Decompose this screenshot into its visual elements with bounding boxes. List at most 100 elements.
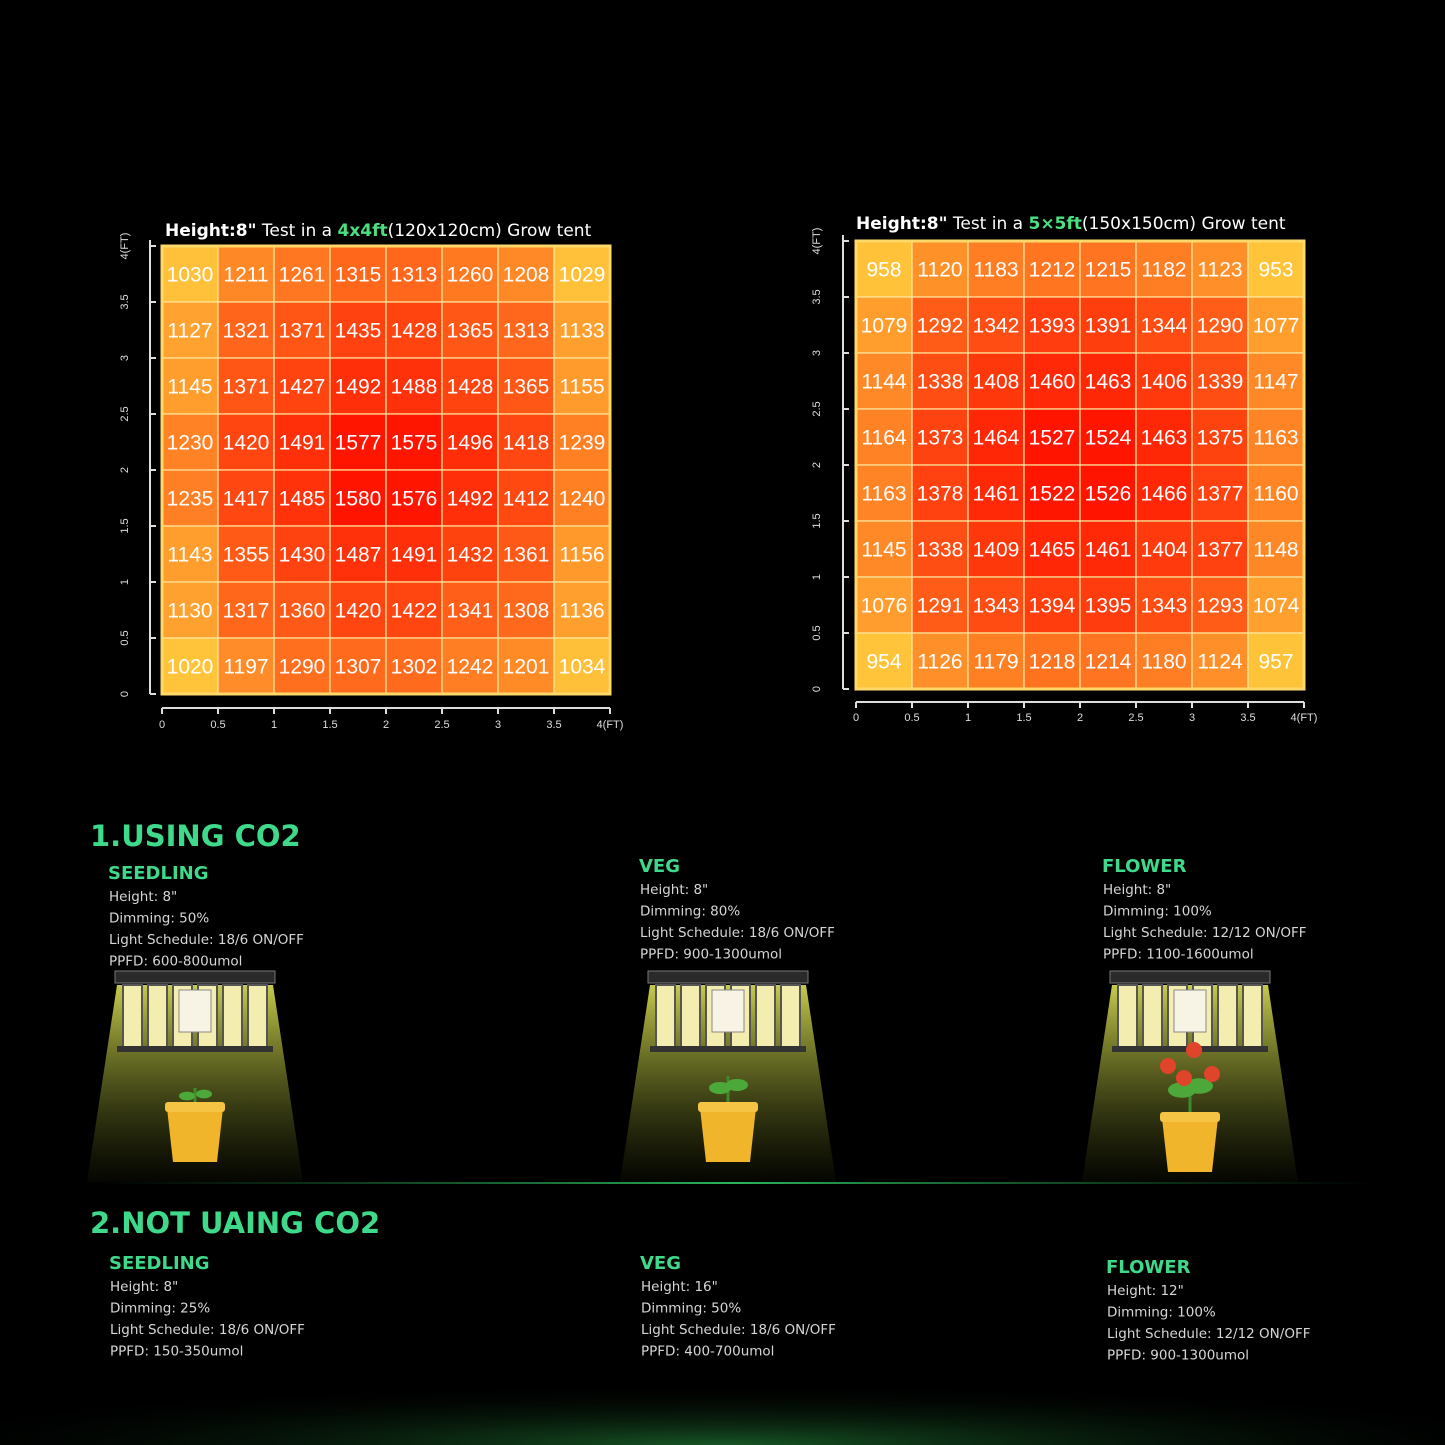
stage-detail: Dimming: 100% — [1107, 1305, 1216, 1321]
heat-cell — [161, 581, 219, 639]
y-tick-label: 1 — [119, 579, 131, 585]
heat-cell — [1023, 352, 1081, 410]
cell-value: 1409 — [973, 539, 1020, 562]
leaf — [726, 1078, 748, 1092]
heat-cell — [967, 408, 1025, 466]
lamp-bar — [755, 984, 776, 1052]
title-part: 5×5ft — [1028, 214, 1081, 234]
cell-value: 1148 — [1253, 539, 1298, 562]
y-tick-label: 0.5 — [811, 625, 823, 640]
cell-value: 1430 — [279, 544, 326, 567]
cell-value: 1034 — [559, 656, 606, 679]
x-tick-label: 4(FT) — [1291, 712, 1318, 724]
heat-cell — [967, 632, 1025, 690]
heatmap-title: Height:8" Test in a 4x4ft(120x120cm) Gro… — [165, 221, 592, 241]
cell-value: 1145 — [167, 376, 212, 399]
cell-value: 1136 — [559, 600, 604, 623]
cell-value: 1163 — [1253, 427, 1298, 450]
heat-cell — [217, 525, 275, 583]
cell-value: 1491 — [391, 544, 438, 567]
cell-value: 1365 — [447, 320, 494, 343]
heat-cell — [441, 469, 499, 527]
heat-cell — [553, 469, 611, 527]
leaf — [709, 1081, 731, 1095]
lamp-bar — [655, 984, 676, 1052]
cell-value: 1491 — [279, 432, 326, 455]
cell-value: 953 — [1258, 259, 1293, 282]
stage-name: VEG — [639, 856, 680, 877]
cell-value: 1373 — [917, 427, 964, 450]
heat-cell — [1023, 576, 1081, 634]
cell-value: 1290 — [279, 656, 326, 679]
heat-cell — [217, 581, 275, 639]
heat-cell — [217, 357, 275, 415]
pot — [700, 1108, 756, 1162]
cell-value: 1127 — [167, 320, 212, 343]
stage-name: SEEDLING — [109, 1253, 210, 1274]
heat-cell — [1023, 240, 1081, 298]
heat-cell — [273, 301, 331, 359]
heat-cell — [855, 464, 913, 522]
cell-value: 1344 — [1141, 315, 1188, 338]
heat-cell — [1135, 464, 1193, 522]
lamp-bar — [780, 984, 801, 1052]
cell-value: 1308 — [503, 600, 550, 623]
cell-value: 1126 — [917, 651, 962, 674]
heat-cell — [967, 240, 1025, 298]
heat-cell — [967, 520, 1025, 578]
pot-rim — [698, 1102, 758, 1112]
heat-cell — [1079, 296, 1137, 354]
x-tick-label: 3 — [495, 719, 501, 731]
cell-value: 1338 — [917, 539, 964, 562]
lamp-bar — [680, 984, 701, 1052]
x-tick-label: 0 — [159, 719, 165, 731]
cell-value: 1420 — [223, 432, 270, 455]
heat-cell — [553, 357, 611, 415]
pot-rim — [165, 1102, 225, 1112]
heat-cell — [855, 632, 913, 690]
lamp-rail — [650, 1046, 806, 1052]
stage-detail: Dimming: 25% — [110, 1301, 210, 1317]
cell-value: 1371 — [279, 320, 326, 343]
stage-detail: Light Schedule: 18/6 ON/OFF — [109, 932, 304, 948]
pot-rim — [1160, 1112, 1220, 1122]
heat-cell — [385, 525, 443, 583]
y-tick-label: 2.5 — [119, 406, 131, 421]
stage-name: VEG — [640, 1253, 681, 1274]
stage-detail: Height: 8" — [110, 1279, 178, 1295]
stage-detail: PPFD: 400-700umol — [641, 1344, 774, 1360]
cell-value: 1197 — [223, 656, 268, 679]
stage-detail: Light Schedule: 12/12 ON/OFF — [1103, 925, 1306, 941]
heat-cell — [329, 413, 387, 471]
lamp-bar — [122, 984, 143, 1052]
cell-value: 1360 — [279, 600, 326, 623]
heat-cell — [1247, 296, 1305, 354]
cell-value: 1321 — [223, 320, 270, 343]
stage-detail: Dimming: 50% — [641, 1301, 741, 1317]
heat-cell — [273, 525, 331, 583]
x-tick-label: 0.5 — [210, 719, 225, 731]
x-tick-label: 3.5 — [546, 719, 561, 731]
heat-cell — [273, 581, 331, 639]
heat-cell — [1191, 520, 1249, 578]
heat-cell — [385, 301, 443, 359]
stage-detail: Height: 8" — [640, 882, 708, 898]
heat-cell — [497, 245, 555, 303]
heat-cell — [441, 637, 499, 695]
heat-cell — [1191, 632, 1249, 690]
heat-cell — [385, 245, 443, 303]
heat-cell — [441, 301, 499, 359]
cell-value: 954 — [866, 651, 901, 674]
heat-cell — [273, 413, 331, 471]
cell-value: 1577 — [335, 432, 382, 455]
heat-cell — [385, 469, 443, 527]
x-tick-label: 2 — [1077, 712, 1083, 724]
cell-value: 1432 — [447, 544, 494, 567]
heat-cell — [967, 464, 1025, 522]
stage-name: FLOWER — [1102, 856, 1187, 877]
cell-value: 1408 — [973, 371, 1020, 394]
heat-cell — [441, 245, 499, 303]
heat-cell — [161, 637, 219, 695]
lamp-bar — [222, 984, 243, 1052]
title-part: 4x4ft — [337, 221, 387, 241]
